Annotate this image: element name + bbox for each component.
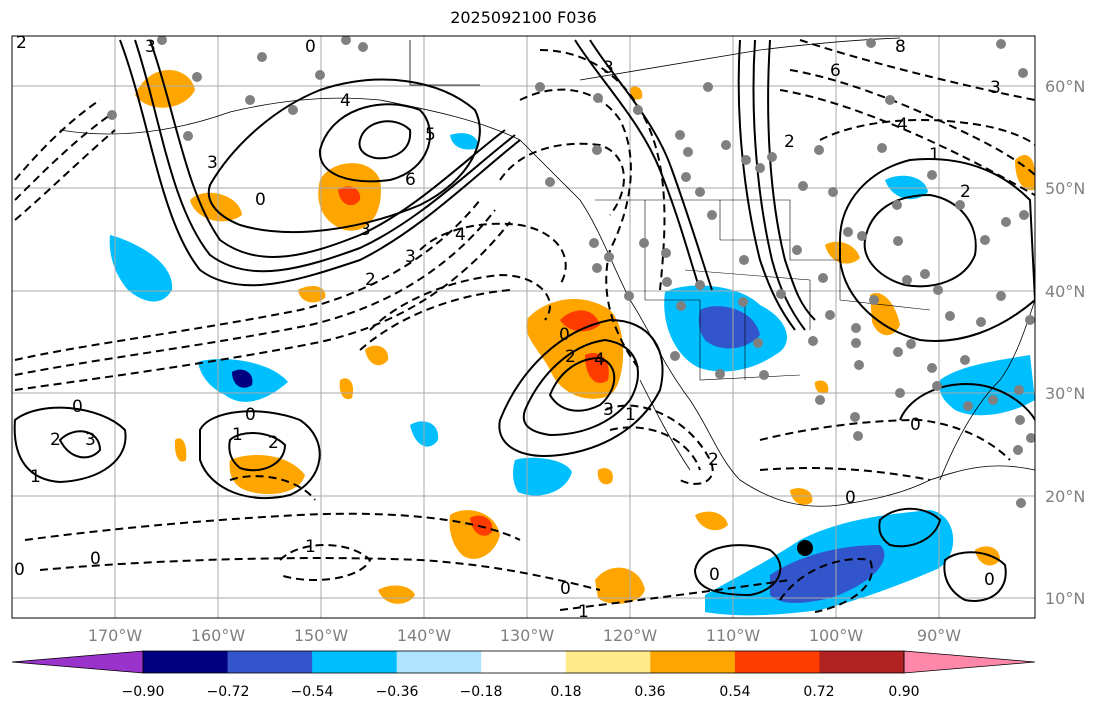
contour-label: 3 xyxy=(603,58,614,78)
graticule xyxy=(12,36,1035,618)
colorbar-tick-label: 0.54 xyxy=(719,684,751,700)
contour-label: 2 xyxy=(565,347,576,367)
contour-label: 0 xyxy=(984,570,995,590)
lon-label: 120°W xyxy=(602,626,658,645)
contour-label: 0 xyxy=(14,560,25,580)
contour-label: 4 xyxy=(897,115,908,135)
colorbar-segment xyxy=(819,651,905,673)
contour-label: 6 xyxy=(405,170,416,190)
colorbar-tick-label: −0.72 xyxy=(206,684,250,700)
contour-label: 2 xyxy=(16,33,27,53)
contour-label: 4 xyxy=(340,91,351,111)
contour-label: 0 xyxy=(560,579,571,599)
contour-label: 3 xyxy=(405,247,416,267)
lat-label: 20°N xyxy=(1045,487,1086,506)
contour-label: 0 xyxy=(709,565,720,585)
contour-labels: 0 2 3 4 6 5 3 0 4 3 2 0 1 2 3 1 2 3 0 2 … xyxy=(14,33,1001,622)
station-markers xyxy=(107,36,1035,508)
contour-label: 1 xyxy=(929,145,940,165)
colorbar-segment xyxy=(734,651,820,673)
lat-label: 50°N xyxy=(1045,179,1086,198)
colorbar-tick-label: −0.90 xyxy=(121,684,165,700)
contour-label: 3 xyxy=(990,78,1001,98)
event-marker xyxy=(797,540,813,556)
contour-label: 2 xyxy=(268,433,279,453)
colorbar xyxy=(11,650,1036,674)
contour-label: 1 xyxy=(625,405,636,425)
lat-label: 10°N xyxy=(1045,589,1086,608)
lon-label: 100°W xyxy=(808,626,864,645)
contour-label: 8 xyxy=(895,37,906,57)
contour-label: 1 xyxy=(30,467,41,487)
lon-label: 110°W xyxy=(705,626,761,645)
colorbar-segment xyxy=(312,651,398,673)
contour-label: 0 xyxy=(72,397,83,417)
contour-label: 2 xyxy=(708,450,719,470)
contour-label: 1 xyxy=(578,602,589,622)
contour-label: 3 xyxy=(360,220,371,240)
contour-label: 2 xyxy=(50,430,61,450)
contour-label: 6 xyxy=(830,61,841,81)
contour-label: 0 xyxy=(245,405,256,425)
colorbar-tick-label: −0.54 xyxy=(290,684,334,700)
lon-label: 90°W xyxy=(916,626,962,645)
colorbar-segment xyxy=(650,651,736,673)
colorbar-segment xyxy=(227,651,313,673)
contour-label: 2 xyxy=(365,270,376,290)
colorbar-segment xyxy=(396,651,482,673)
lon-label: 160°W xyxy=(190,626,246,645)
colorbar-tick-label: 0.18 xyxy=(550,684,582,700)
lat-label: 30°N xyxy=(1045,384,1086,403)
colorbar-frame xyxy=(142,650,905,674)
contour-label: 0 xyxy=(305,37,316,57)
contour-label: 2 xyxy=(784,132,795,152)
colorbar-tick-label: −0.18 xyxy=(459,684,503,700)
colorbar-segment xyxy=(565,651,651,673)
contour-label: 4 xyxy=(455,225,466,245)
colorbar-segment xyxy=(481,651,567,673)
dashed-contours xyxy=(14,39,1035,613)
contour-label: 3 xyxy=(207,153,218,173)
colorbar-segment xyxy=(143,651,229,673)
lon-label: 130°W xyxy=(499,626,555,645)
contour-label: 2 xyxy=(960,182,971,202)
colorbar-tick-label: 0.36 xyxy=(634,684,666,700)
colorbar-extend-low xyxy=(11,650,144,674)
contour-label: 0 xyxy=(910,415,921,435)
lon-label: 140°W xyxy=(396,626,452,645)
contour-label: 5 xyxy=(425,125,436,145)
lat-label: 40°N xyxy=(1045,282,1086,301)
colorbar-tick-label: 0.90 xyxy=(888,684,920,700)
lon-label: 150°W xyxy=(293,626,349,645)
colorbar-tick-label: 0.72 xyxy=(803,684,835,700)
coastlines xyxy=(59,37,1035,507)
colorbar-extend-high xyxy=(903,650,1036,674)
map-title: 2025092100 F036 xyxy=(450,8,597,27)
contour-label: 0 xyxy=(90,549,101,569)
contour-label: 3 xyxy=(85,430,96,450)
lat-label: 60°N xyxy=(1045,77,1086,96)
contour-label: 3 xyxy=(603,400,614,420)
contour-label: 3 xyxy=(145,37,156,57)
lon-label: 170°W xyxy=(87,626,143,645)
colorbar-tick-label: −0.36 xyxy=(375,684,419,700)
contour-label: 4 xyxy=(594,350,605,370)
contour-label: 0 xyxy=(845,488,856,508)
contour-label: 0 xyxy=(255,190,266,210)
contour-label: 0 xyxy=(559,325,570,345)
contour-label: 1 xyxy=(305,537,316,557)
contour-label: 1 xyxy=(232,425,243,445)
